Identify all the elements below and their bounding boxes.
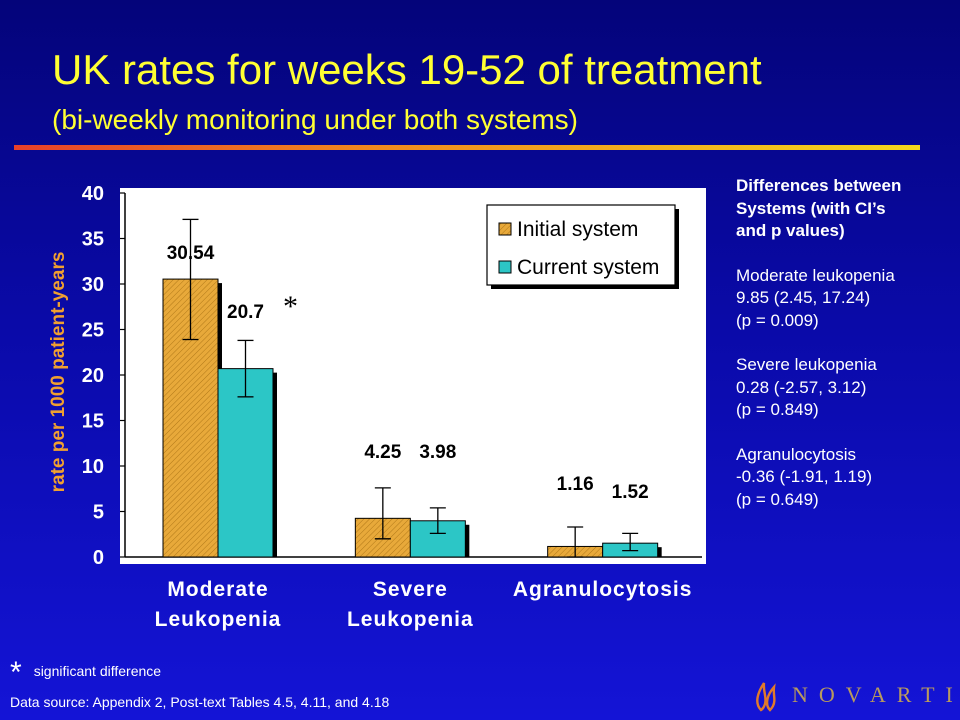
novartis-wordmark: NOVARTIS [792,682,960,707]
data-label: 3.98 [419,442,456,463]
y-tick-label: 0 [93,547,104,569]
difference-name: Severe leukopenia [736,355,877,374]
difference-estimate: -0.36 (-1.91, 1.19) [736,467,873,486]
legend-swatch [498,222,512,236]
flame-icon [756,682,776,712]
legend-label: Current system [517,256,659,279]
difference-estimate: 9.85 (2.45, 17.24) [736,288,871,307]
x-tick-label: Severe [373,578,448,601]
difference-severe: Severe leukopenia 0.28 (-2.57, 3.12) (p … [736,354,956,422]
y-tick-label: 10 [82,456,104,478]
x-tick-label: Moderate [167,578,268,601]
bar-current [217,368,274,558]
significance-star: * [10,656,22,689]
difference-moderate: Moderate leukopenia 9.85 (2.45, 17.24) (… [736,265,956,333]
novartis-logo: NOVARTIS [752,676,960,714]
difference-estimate: 0.28 (-2.57, 3.12) [736,377,867,397]
legend-swatch [498,260,512,274]
differences-panel: Differences between Systems (with CI’s a… [736,175,956,511]
data-label: 4.25 [364,442,401,463]
data-label: 1.16 [557,474,594,495]
data-label: 1.52 [612,482,649,503]
significance-footnote: * significant difference [10,656,161,690]
x-tick-label: Leukopenia [347,608,474,631]
y-tick-label: 40 [82,183,104,205]
significance-text: significant difference [33,663,162,679]
legend-box [486,204,676,286]
difference-name: Moderate leukopenia [736,265,895,285]
heading-line-3: and p values) [736,221,845,240]
y-tick-label: 30 [82,274,104,296]
differences-heading: Differences between Systems (with CI’s a… [736,175,956,243]
x-tick-label: Agranulocytosis [513,578,693,601]
difference-name: Agranulocytosis [736,444,857,464]
heading-line-2: Systems (with CI’s [736,198,886,218]
y-tick-label: 35 [82,229,104,251]
slide-subtitle: (bi-weekly monitoring under both systems… [52,104,578,135]
y-axis-label: rate per 1000 patient-years [48,252,69,493]
data-label: 20.7 [227,302,264,323]
difference-p-value: (p = 0.009) [736,310,819,330]
x-tick-label: Leukopenia [155,608,282,631]
heading-line-1: Differences between [736,176,902,195]
data-source-note: Data source: Appendix 2, Post-text Table… [10,694,390,710]
y-tick-label: 5 [93,502,104,524]
significance-annotation: * [283,290,298,323]
y-tick-label: 15 [82,411,104,433]
data-label: 30.54 [167,243,215,264]
difference-p-value: (p = 0.649) [736,489,819,509]
difference-p-value: (p = 0.849) [736,400,819,419]
slide-title: UK rates for weeks 19-52 of treatment [52,46,762,93]
difference-agranulocytosis: Agranulocytosis -0.36 (-1.91, 1.19) (p =… [736,444,956,512]
title-underline [14,145,920,150]
y-tick-label: 25 [82,320,104,342]
legend-label: Initial system [517,218,638,241]
y-tick-label: 20 [82,365,104,387]
